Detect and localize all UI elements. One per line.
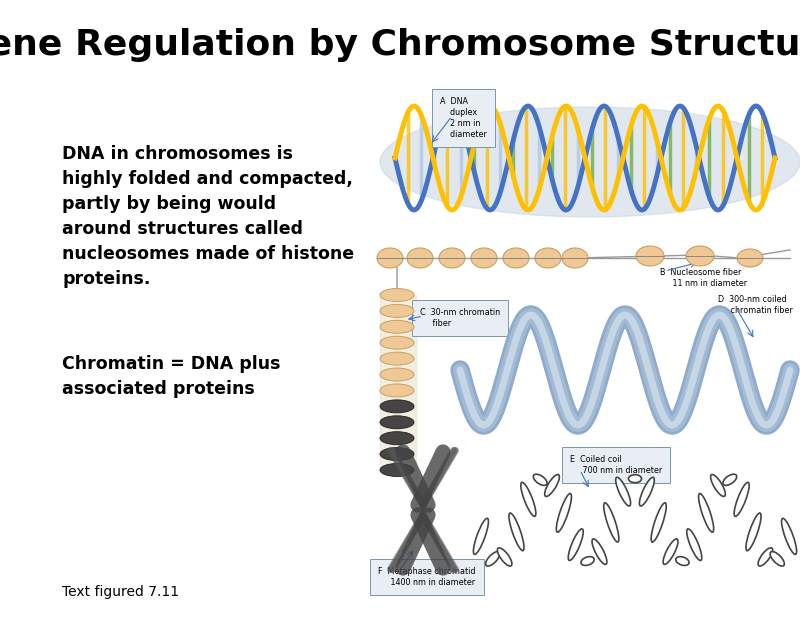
Ellipse shape — [710, 475, 726, 496]
Ellipse shape — [676, 557, 689, 565]
Ellipse shape — [380, 336, 414, 349]
Ellipse shape — [782, 519, 797, 554]
Ellipse shape — [380, 368, 414, 381]
Ellipse shape — [651, 503, 666, 542]
Ellipse shape — [380, 305, 414, 318]
Ellipse shape — [377, 248, 403, 268]
Ellipse shape — [746, 513, 761, 551]
Ellipse shape — [380, 447, 414, 460]
Ellipse shape — [663, 539, 678, 564]
Ellipse shape — [639, 477, 654, 506]
Text: D  300-nm coiled
     chromatin fiber: D 300-nm coiled chromatin fiber — [718, 295, 793, 315]
Text: Gene Regulation by Chromosome Structure: Gene Regulation by Chromosome Structure — [0, 28, 800, 62]
Ellipse shape — [509, 513, 524, 551]
Text: Chromatin = DNA plus
associated proteins: Chromatin = DNA plus associated proteins — [62, 355, 281, 398]
Ellipse shape — [556, 494, 571, 532]
Ellipse shape — [407, 248, 433, 268]
Ellipse shape — [581, 557, 594, 565]
Text: Text figured 7.11: Text figured 7.11 — [62, 585, 179, 599]
Ellipse shape — [486, 552, 500, 566]
Text: C  30-nm chromatin
     fiber: C 30-nm chromatin fiber — [420, 308, 500, 328]
Ellipse shape — [616, 477, 630, 506]
Ellipse shape — [380, 416, 414, 429]
Ellipse shape — [521, 482, 536, 517]
Ellipse shape — [380, 320, 414, 333]
Text: DNA in chromosomes is
highly folded and compacted,
partly by being would
around : DNA in chromosomes is highly folded and … — [62, 145, 354, 288]
Ellipse shape — [698, 494, 714, 532]
Ellipse shape — [770, 552, 784, 566]
Ellipse shape — [380, 107, 800, 217]
Ellipse shape — [474, 519, 489, 554]
Text: F  Metaphase chromatid
     1400 nm in diameter: F Metaphase chromatid 1400 nm in diamete… — [378, 567, 475, 587]
Ellipse shape — [758, 548, 773, 566]
Ellipse shape — [734, 482, 749, 517]
Ellipse shape — [636, 246, 664, 266]
Ellipse shape — [629, 475, 642, 483]
Ellipse shape — [380, 432, 414, 445]
Ellipse shape — [503, 248, 529, 268]
Ellipse shape — [380, 289, 414, 302]
Ellipse shape — [534, 474, 547, 485]
Text: B  Nucleosome fiber
     11 nm in diameter: B Nucleosome fiber 11 nm in diameter — [660, 268, 747, 288]
Text: E  Coiled coil
     700 nm in diameter: E Coiled coil 700 nm in diameter — [570, 455, 662, 475]
Ellipse shape — [604, 503, 619, 542]
Ellipse shape — [380, 352, 414, 365]
Ellipse shape — [592, 539, 607, 564]
Ellipse shape — [562, 248, 588, 268]
Ellipse shape — [545, 475, 559, 496]
Ellipse shape — [439, 248, 465, 268]
Ellipse shape — [723, 474, 737, 485]
Ellipse shape — [737, 249, 763, 267]
Ellipse shape — [380, 384, 414, 397]
Text: A  DNA
    duplex
    2 nm in
    diameter: A DNA duplex 2 nm in diameter — [440, 97, 487, 139]
Ellipse shape — [568, 529, 583, 561]
Ellipse shape — [380, 464, 414, 476]
Ellipse shape — [535, 248, 561, 268]
Ellipse shape — [686, 529, 702, 561]
Ellipse shape — [471, 248, 497, 268]
Ellipse shape — [686, 246, 714, 266]
Ellipse shape — [380, 400, 414, 413]
Ellipse shape — [498, 548, 512, 566]
